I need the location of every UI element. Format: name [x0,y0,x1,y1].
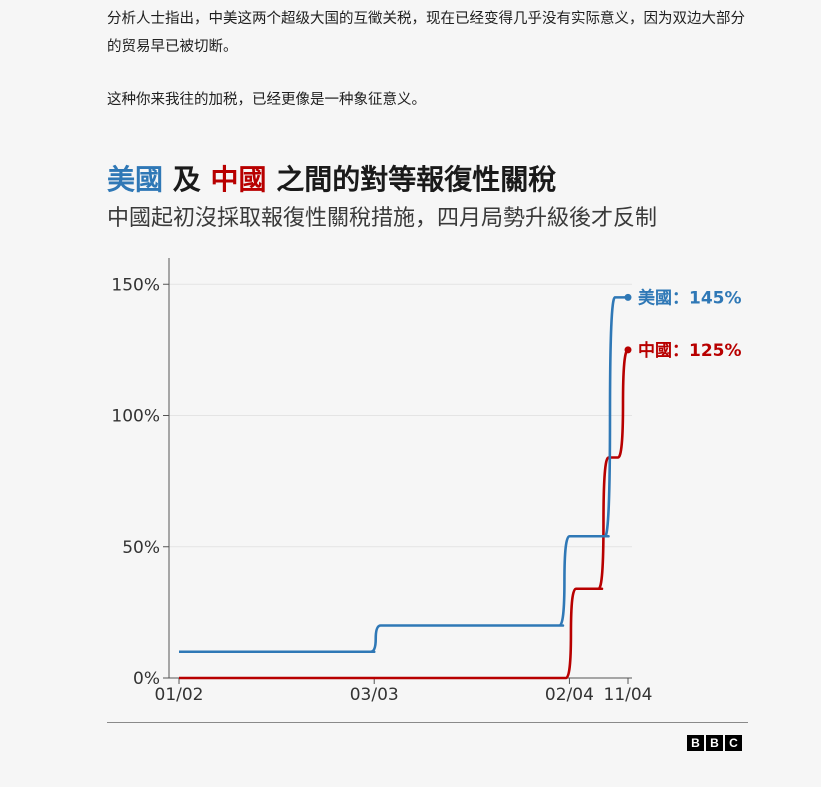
series-end-label: 美國：145% [638,287,742,308]
x-tick-label: 03/03 [350,685,399,705]
article-paragraph: 这种你来我往的加税，已经更像是一种象征意义。 [107,92,426,108]
y-tick-label: 50% [122,538,160,558]
chart-subtitle: 中國起初沒採取報復性關稅措施，四月局勢升級後才反制 [107,206,658,231]
y-tick-label: 100% [111,407,160,427]
title-rest: 之間的對等報復性關稅 [266,163,557,196]
title-us: 美國 [107,163,164,196]
title-cn: 中國 [210,163,267,196]
y-tick-label: 0% [133,669,160,689]
y-tick-label: 150% [111,275,160,295]
logo-letter: C [725,735,742,751]
x-tick-label: 11/04 [604,685,653,705]
footer-divider [107,722,748,723]
chart-title: 美國 及 中國 之間的對等報復性關稅 [107,160,556,200]
series-line [179,348,629,680]
x-tick-label: 01/02 [155,685,204,705]
series-end-label: 中國：125% [638,340,742,361]
logo-letter: B [706,735,723,751]
article-paragraph: 分析人士指出，中美这两个超级大国的互徵关税，现在已经变得几乎没有实际意义，因为双… [107,11,745,55]
series-line [179,296,628,654]
series-end-point [624,293,632,301]
series-end-point [624,346,632,354]
title-conj: 及 [163,163,211,196]
x-tick-label: 02/04 [545,685,594,705]
logo-letter: B [687,735,704,751]
bbc-logo: B B C [687,735,742,751]
